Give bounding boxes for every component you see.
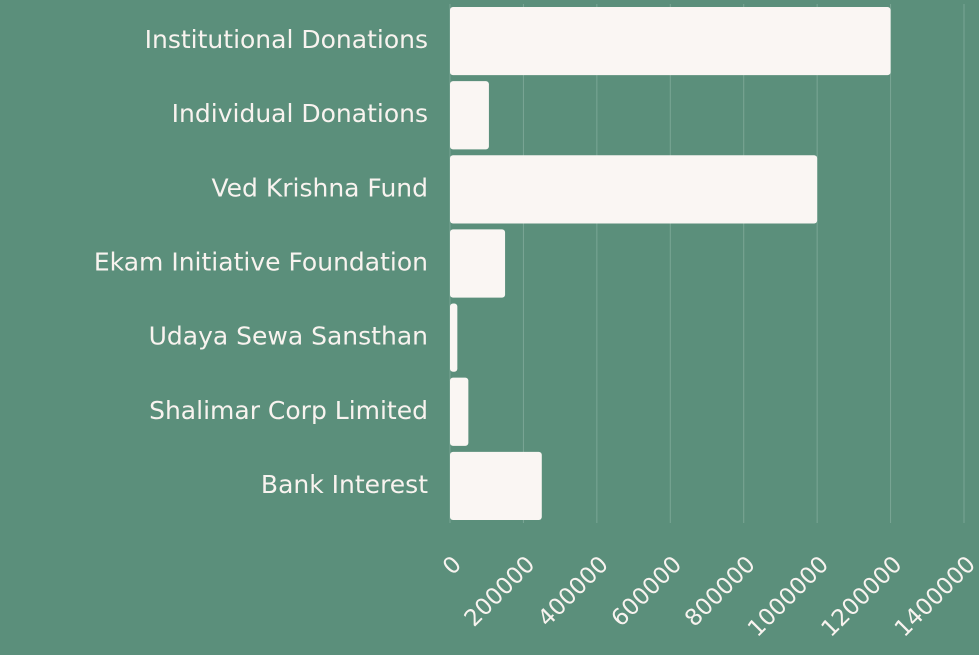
y-tick-label: Udaya Sewa Sansthan (149, 322, 428, 351)
y-tick-label: Institutional Donations (145, 25, 428, 54)
bar (450, 6, 891, 76)
bar (450, 229, 506, 298)
y-tick-label: Shalimar Corp Limited (149, 396, 428, 425)
bar (450, 451, 542, 521)
bar (450, 155, 818, 224)
bar (450, 303, 458, 372)
x-tick-label: 0 (438, 551, 467, 580)
y-tick-label: Individual Donations (172, 99, 428, 128)
y-tick-label: Ved Krishna Fund (211, 173, 428, 202)
x-tick-label: 400000 (533, 551, 613, 631)
x-tick-label: 200000 (460, 551, 540, 631)
x-tick-label: 1400000 (890, 551, 979, 642)
y-tick-label: Bank Interest (261, 470, 428, 499)
x-tick-label: 600000 (607, 551, 687, 631)
bar (450, 377, 469, 446)
bar (450, 81, 489, 150)
y-tick-label: Ekam Initiative Foundation (94, 248, 428, 277)
